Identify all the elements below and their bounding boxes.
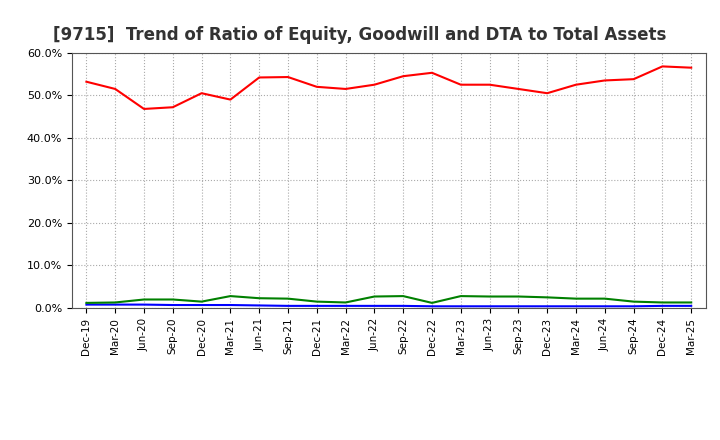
Equity xyxy=(284,74,292,80)
Deferred Tax Assets xyxy=(82,300,91,305)
Equity xyxy=(485,82,494,87)
Equity xyxy=(456,82,465,87)
Equity xyxy=(370,82,379,87)
Goodwill xyxy=(572,304,580,309)
Deferred Tax Assets xyxy=(341,300,350,305)
Equity xyxy=(514,86,523,92)
Deferred Tax Assets xyxy=(543,295,552,300)
Deferred Tax Assets xyxy=(140,297,148,302)
Goodwill xyxy=(197,302,206,308)
Equity xyxy=(312,84,321,89)
Equity xyxy=(399,73,408,79)
Goodwill xyxy=(82,302,91,307)
Deferred Tax Assets xyxy=(111,300,120,305)
Goodwill xyxy=(629,304,638,309)
Goodwill xyxy=(284,303,292,308)
Equity xyxy=(111,86,120,92)
Deferred Tax Assets xyxy=(168,297,177,302)
Deferred Tax Assets xyxy=(370,294,379,299)
Equity xyxy=(341,86,350,92)
Goodwill xyxy=(226,302,235,308)
Goodwill xyxy=(399,303,408,308)
Goodwill xyxy=(514,304,523,309)
Deferred Tax Assets xyxy=(428,300,436,305)
Equity xyxy=(543,91,552,96)
Goodwill xyxy=(658,303,667,308)
Text: [9715]  Trend of Ratio of Equity, Goodwill and DTA to Total Assets: [9715] Trend of Ratio of Equity, Goodwil… xyxy=(53,26,667,44)
Goodwill xyxy=(600,304,609,309)
Equity xyxy=(226,97,235,102)
Equity xyxy=(140,106,148,112)
Equity xyxy=(428,70,436,75)
Goodwill xyxy=(543,304,552,309)
Goodwill xyxy=(255,303,264,308)
Equity xyxy=(82,79,91,84)
Goodwill xyxy=(312,303,321,308)
Deferred Tax Assets xyxy=(687,300,696,305)
Deferred Tax Assets xyxy=(572,296,580,301)
Line: Equity: Equity xyxy=(86,66,691,109)
Goodwill xyxy=(341,303,350,308)
Goodwill xyxy=(485,304,494,309)
Deferred Tax Assets xyxy=(485,294,494,299)
Line: Deferred Tax Assets: Deferred Tax Assets xyxy=(86,296,691,303)
Deferred Tax Assets xyxy=(658,300,667,305)
Deferred Tax Assets xyxy=(284,296,292,301)
Equity xyxy=(658,64,667,69)
Equity xyxy=(255,75,264,80)
Goodwill xyxy=(370,303,379,308)
Deferred Tax Assets xyxy=(514,294,523,299)
Line: Goodwill: Goodwill xyxy=(86,304,691,306)
Goodwill xyxy=(456,304,465,309)
Deferred Tax Assets xyxy=(226,293,235,299)
Deferred Tax Assets xyxy=(399,293,408,299)
Deferred Tax Assets xyxy=(600,296,609,301)
Deferred Tax Assets xyxy=(312,299,321,304)
Goodwill xyxy=(140,302,148,307)
Equity xyxy=(629,77,638,82)
Goodwill xyxy=(687,303,696,308)
Deferred Tax Assets xyxy=(629,299,638,304)
Equity xyxy=(197,91,206,96)
Goodwill xyxy=(111,302,120,307)
Deferred Tax Assets xyxy=(456,293,465,299)
Equity xyxy=(572,82,580,87)
Equity xyxy=(168,105,177,110)
Deferred Tax Assets xyxy=(197,299,206,304)
Equity xyxy=(600,78,609,83)
Goodwill xyxy=(168,302,177,308)
Deferred Tax Assets xyxy=(255,296,264,301)
Equity xyxy=(687,65,696,70)
Goodwill xyxy=(428,304,436,309)
